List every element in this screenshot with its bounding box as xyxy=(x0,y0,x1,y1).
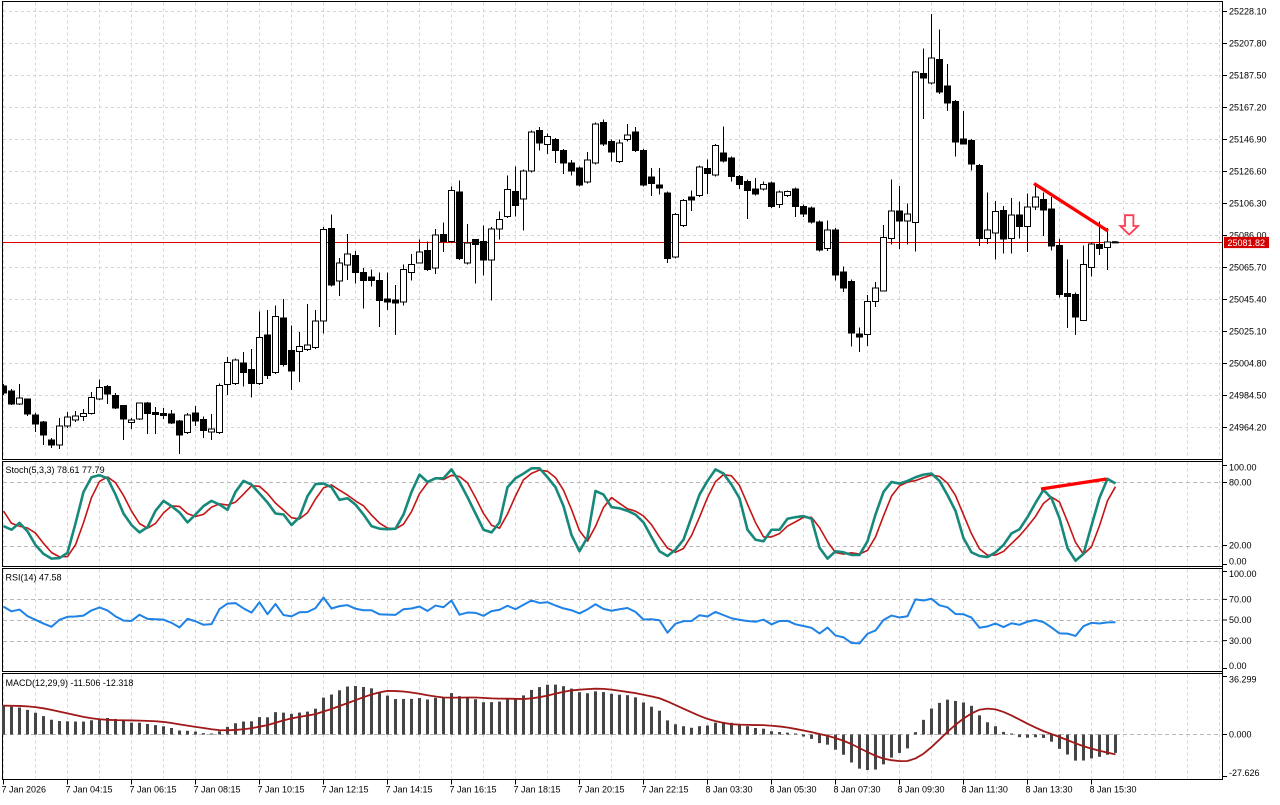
svg-text:25167.20: 25167.20 xyxy=(1229,103,1267,113)
svg-text:25106.30: 25106.30 xyxy=(1229,199,1267,209)
svg-text:25086.00: 25086.00 xyxy=(1229,231,1267,241)
svg-text:MACD(12,29,9) -11.506 -12.318: MACD(12,29,9) -11.506 -12.318 xyxy=(6,678,134,688)
svg-text:7 Jan 08:15: 7 Jan 08:15 xyxy=(194,785,241,795)
svg-text:100.00: 100.00 xyxy=(1229,463,1257,473)
svg-text:25081.82: 25081.82 xyxy=(1228,238,1266,248)
svg-text:30.00: 30.00 xyxy=(1229,636,1252,646)
svg-text:0.00: 0.00 xyxy=(1229,557,1247,567)
svg-text:25146.90: 25146.90 xyxy=(1229,135,1267,145)
svg-text:7 Jan 14:15: 7 Jan 14:15 xyxy=(386,785,433,795)
svg-text:7 Jan 10:15: 7 Jan 10:15 xyxy=(258,785,305,795)
svg-text:-27.626: -27.626 xyxy=(1229,768,1260,778)
svg-text:8 Jan 13:30: 8 Jan 13:30 xyxy=(1026,785,1073,795)
svg-text:25126.60: 25126.60 xyxy=(1229,167,1267,177)
svg-text:25025.10: 25025.10 xyxy=(1229,327,1267,337)
svg-text:7 Jan 16:15: 7 Jan 16:15 xyxy=(450,785,497,795)
svg-text:0.000: 0.000 xyxy=(1229,730,1252,740)
svg-text:7 Jan 06:15: 7 Jan 06:15 xyxy=(130,785,177,795)
svg-text:24964.20: 24964.20 xyxy=(1229,423,1267,433)
svg-text:7 Jan 20:15: 7 Jan 20:15 xyxy=(578,785,625,795)
svg-text:7 Jan 18:15: 7 Jan 18:15 xyxy=(514,785,561,795)
svg-text:0.00: 0.00 xyxy=(1229,661,1247,671)
svg-text:25065.70: 25065.70 xyxy=(1229,263,1267,273)
svg-text:8 Jan 07:30: 8 Jan 07:30 xyxy=(834,785,881,795)
svg-text:7 Jan 22:15: 7 Jan 22:15 xyxy=(642,785,689,795)
svg-text:8 Jan 03:30: 8 Jan 03:30 xyxy=(706,785,753,795)
svg-text:7 Jan 04:15: 7 Jan 04:15 xyxy=(66,785,113,795)
svg-text:25004.80: 25004.80 xyxy=(1229,359,1267,369)
svg-text:80.00: 80.00 xyxy=(1229,478,1252,488)
svg-text:8 Jan 15:30: 8 Jan 15:30 xyxy=(1090,785,1137,795)
svg-text:25045.40: 25045.40 xyxy=(1229,295,1267,305)
svg-text:RSI(14) 47.58: RSI(14) 47.58 xyxy=(6,573,62,583)
svg-text:100.00: 100.00 xyxy=(1229,569,1257,579)
svg-text:Stoch(5,3,3) 78.61 77.79: Stoch(5,3,3) 78.61 77.79 xyxy=(6,465,105,475)
svg-text:70.00: 70.00 xyxy=(1229,595,1252,605)
svg-text:8 Jan 11:30: 8 Jan 11:30 xyxy=(962,785,1008,795)
svg-text:25207.80: 25207.80 xyxy=(1229,39,1267,49)
svg-text:24984.50: 24984.50 xyxy=(1229,391,1267,401)
svg-text:8 Jan 09:30: 8 Jan 09:30 xyxy=(898,785,945,795)
svg-text:50.00: 50.00 xyxy=(1229,615,1252,625)
svg-text:25187.50: 25187.50 xyxy=(1229,71,1267,81)
svg-text:36.299: 36.299 xyxy=(1229,675,1257,685)
svg-text:7 Jan 2026: 7 Jan 2026 xyxy=(2,785,47,795)
svg-text:20.00: 20.00 xyxy=(1229,541,1252,551)
svg-text:7 Jan 12:15: 7 Jan 12:15 xyxy=(322,785,369,795)
svg-text:25228.10: 25228.10 xyxy=(1229,7,1267,17)
svg-text:8 Jan 05:30: 8 Jan 05:30 xyxy=(770,785,817,795)
